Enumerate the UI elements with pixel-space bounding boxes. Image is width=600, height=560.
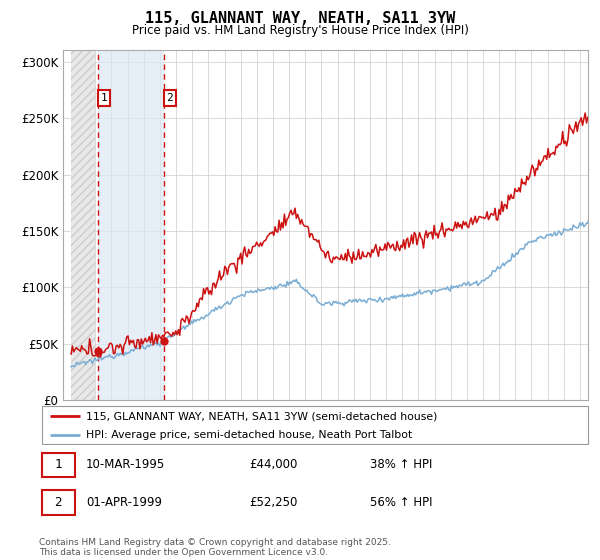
FancyBboxPatch shape (42, 452, 75, 477)
Text: 115, GLANNANT WAY, NEATH, SA11 3YW (semi-detached house): 115, GLANNANT WAY, NEATH, SA11 3YW (semi… (86, 411, 437, 421)
Text: 1: 1 (55, 458, 62, 471)
Text: 56% ↑ HPI: 56% ↑ HPI (370, 496, 433, 509)
Text: 2: 2 (55, 496, 62, 509)
Text: £52,250: £52,250 (249, 496, 297, 509)
Text: 01-APR-1999: 01-APR-1999 (86, 496, 162, 509)
Text: £44,000: £44,000 (249, 458, 297, 471)
Text: HPI: Average price, semi-detached house, Neath Port Talbot: HPI: Average price, semi-detached house,… (86, 430, 412, 440)
Text: 2: 2 (166, 93, 173, 103)
Text: 1: 1 (101, 93, 107, 103)
Text: Price paid vs. HM Land Registry's House Price Index (HPI): Price paid vs. HM Land Registry's House … (131, 24, 469, 36)
Bar (98, 50, 164, 400)
Text: 10-MAR-1995: 10-MAR-1995 (86, 458, 165, 471)
FancyBboxPatch shape (42, 407, 588, 444)
Text: 115, GLANNANT WAY, NEATH, SA11 3YW: 115, GLANNANT WAY, NEATH, SA11 3YW (145, 11, 455, 26)
Text: 38% ↑ HPI: 38% ↑ HPI (370, 458, 433, 471)
FancyBboxPatch shape (42, 491, 75, 515)
Text: Contains HM Land Registry data © Crown copyright and database right 2025.
This d: Contains HM Land Registry data © Crown c… (39, 538, 391, 557)
Bar (71, 50, 95, 400)
